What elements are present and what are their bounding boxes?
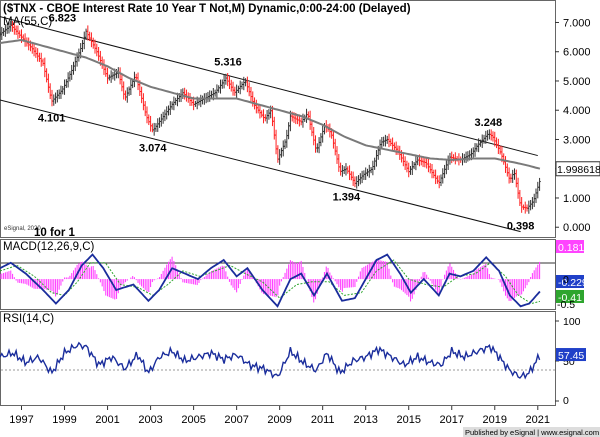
ma-label: MA(55,C) <box>3 16 52 28</box>
price-y-tick: 1.000 <box>563 193 591 205</box>
x-tick-label: 2017 <box>440 414 464 426</box>
rsi-y-tick: 100 <box>563 316 581 328</box>
macd-hist-value: 0.181 <box>558 242 584 254</box>
price-annotation: 5.316 <box>214 57 242 69</box>
rsi-panel <box>0 341 541 380</box>
macd-label: MACD(12,26,9,C) <box>3 241 95 253</box>
price-annotation: 6.823 <box>49 13 77 25</box>
price-bar <box>538 177 541 191</box>
macd-signal-value: -0.41 <box>558 292 582 304</box>
macd-value: -0.229 <box>558 277 588 289</box>
price-y-tick: 4.000 <box>563 105 591 117</box>
price-last-value: 1.998618 <box>557 164 600 176</box>
rsi-label: RSI(14,C) <box>3 313 54 325</box>
rsi-y-tick: 0 <box>563 395 569 407</box>
price-y-tick: 5.000 <box>563 76 591 88</box>
price-annotation: 3.248 <box>475 117 503 129</box>
price-y-tick: 7.000 <box>563 17 591 29</box>
price-panel: 6.823 4.101 3.074 5.316 1.394 3.248 0.398 <box>0 13 541 233</box>
axes: 0.0001.0002.0003.0004.0005.0006.0007.000… <box>9 17 600 426</box>
macd-signal-line <box>0 259 541 305</box>
x-tick-label: 2011 <box>311 414 335 426</box>
ratio-label: 10 for 1 <box>34 227 76 239</box>
footer-text: Published by eSignal | www.esignal.com <box>465 428 599 437</box>
x-tick-label: 2003 <box>138 414 162 426</box>
x-tick-label: 1997 <box>9 414 33 426</box>
price-y-tick: 3.000 <box>563 134 591 146</box>
macd-tick: -0.5 <box>557 299 575 311</box>
rsi-y-tick: 50 <box>563 356 575 368</box>
x-tick-label: 2005 <box>181 414 205 426</box>
price-annotation: 0.398 <box>507 221 535 233</box>
price-annotation: 3.074 <box>139 142 167 154</box>
x-tick-label: 2021 <box>526 414 550 426</box>
x-tick-label: 2013 <box>353 414 377 426</box>
price-y-tick: 6.000 <box>563 47 591 59</box>
x-tick-label: 2019 <box>483 414 507 426</box>
macd-panel <box>0 253 541 308</box>
price-annotation: 4.101 <box>38 112 66 124</box>
x-tick-label: 2001 <box>95 414 119 426</box>
x-tick-label: 2007 <box>224 414 248 426</box>
macd-zero-tick: 0 <box>563 274 569 286</box>
rsi-line <box>0 341 541 380</box>
macd-line <box>0 253 541 308</box>
rsi-last-value: 57.45 <box>558 350 584 362</box>
x-tick-label: 1999 <box>52 414 76 426</box>
watermark: eSignal, 2020 <box>4 226 41 232</box>
x-tick-label: 2009 <box>267 414 291 426</box>
ma-line <box>0 38 541 170</box>
price-y-tick: 0.000 <box>563 222 591 234</box>
chart-title: ($TNX - CBOE Interest Rate 10 Year T Not… <box>3 3 411 15</box>
price-annotation: 1.394 <box>333 191 361 203</box>
x-tick-label: 2015 <box>396 414 420 426</box>
channel-lower-line <box>0 99 521 233</box>
